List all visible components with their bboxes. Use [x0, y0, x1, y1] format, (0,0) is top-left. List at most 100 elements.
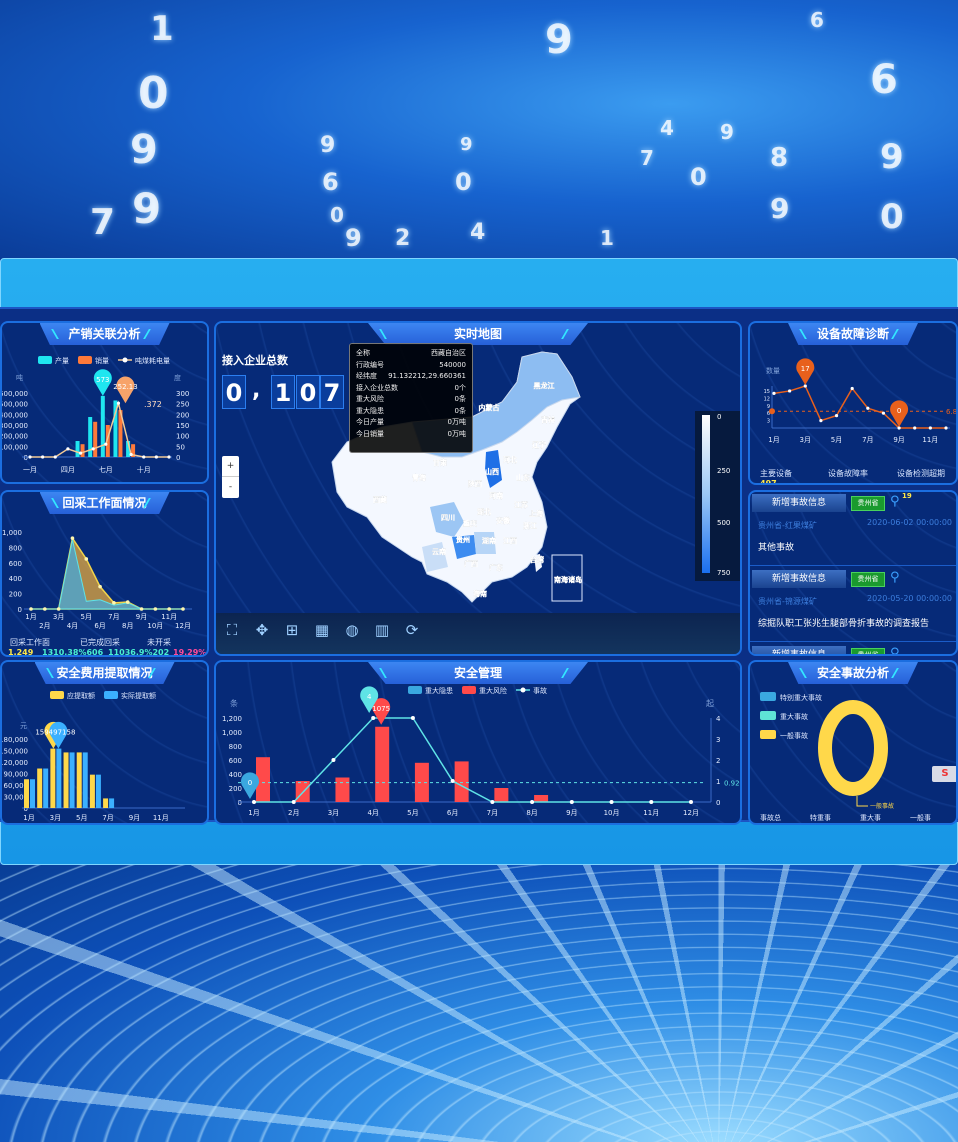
tooltip-key: 经纬度 [356, 372, 377, 380]
province-taiwan [534, 554, 542, 572]
bar-required [24, 779, 29, 808]
province-label[interactable]: 四川 [441, 514, 455, 522]
legend-swatch [760, 730, 776, 739]
area-series-1 [31, 536, 183, 610]
province-label[interactable]: 吉林 [541, 415, 556, 424]
province-label[interactable]: 湖北 [477, 507, 491, 516]
fullscreen-icon[interactable]: ⛶ [226, 621, 238, 639]
province-label[interactable]: 湖南 [482, 536, 496, 545]
expand-icon[interactable]: ✥ [255, 621, 269, 639]
y-tick-label: 180,000 [2, 736, 28, 744]
location-pin-icon[interactable]: ⚲ [890, 646, 900, 656]
province-label[interactable]: 辽宁 [532, 440, 546, 449]
map-tooltip: 全称 西藏自治区 行政编号 540000 经纬度 91.132212,29.660361 接… [349, 343, 473, 453]
location-pin-icon[interactable]: ⚲ [890, 494, 900, 509]
province-label[interactable]: 河南 [489, 491, 503, 500]
area-point [70, 536, 75, 540]
collapse-icon[interactable]: ⊞ [285, 621, 299, 639]
globe-icon[interactable]: ◍ [345, 621, 359, 639]
line-point [291, 800, 296, 804]
location-pin-icon[interactable]: ⚲ [890, 570, 900, 585]
province-label[interactable]: 浙江 [523, 521, 537, 530]
province-label[interactable]: 上海 [529, 509, 543, 518]
area-point [84, 557, 89, 561]
province-label[interactable]: 安徽 [496, 516, 511, 525]
line-point [129, 452, 133, 457]
province-label[interactable]: 陕西 [468, 479, 482, 488]
new-accident-button[interactable]: 新增事故信息 [752, 646, 846, 654]
line-point [490, 800, 495, 804]
tooltip-row: 行政编号 540000 [356, 360, 466, 372]
province-label[interactable]: 山东 [516, 473, 530, 482]
province-label[interactable]: 云南 [432, 547, 446, 556]
province-label[interactable]: 山西 [485, 467, 499, 476]
y-tick-label: 100,000 [2, 443, 28, 451]
line-point [788, 389, 792, 393]
province-label[interactable]: 广西 [464, 559, 478, 568]
bar-required [76, 752, 82, 808]
province-label[interactable]: 甘肃 [433, 458, 447, 467]
accident-item[interactable]: 新增事故信息 贵州省 ⚲ 贵州省-锦源煤矿 2020-05-20 00:00:00 综掘队… [750, 568, 956, 642]
tooltip-row: 今日销量 0万吨 [356, 429, 466, 441]
y-tick-label: 0 [238, 799, 242, 807]
new-accident-button[interactable]: 新增事故信息 [752, 570, 846, 588]
building-icon[interactable]: ▥ [374, 621, 390, 639]
scale-label: 0 [717, 413, 722, 421]
average-label: 0.92 [724, 780, 740, 788]
map-layer-icon[interactable]: ▦ [314, 621, 330, 639]
province-label[interactable]: 江苏 [514, 500, 528, 509]
counter-digit: 7 [320, 375, 344, 409]
bar-major-risk [375, 726, 390, 802]
province-label[interactable]: 广东 [489, 563, 503, 572]
line-point [450, 779, 455, 783]
line-point [410, 716, 415, 720]
province-label[interactable]: 内蒙古 [478, 403, 500, 412]
province-label[interactable]: 江西 [503, 536, 517, 545]
tooltip-row: 经纬度 91.132212,29.660361 [356, 371, 466, 383]
new-accident-button[interactable]: 新增事故信息 [752, 494, 846, 512]
province-label[interactable]: 贵州 [456, 535, 470, 544]
counter-separator: , [252, 378, 261, 403]
background-digit: 9 [460, 134, 473, 155]
axis-unit: 吨 [16, 373, 23, 382]
x-tick-label: 4月 [367, 809, 378, 817]
input-method-icon[interactable]: S [932, 766, 956, 782]
zoom-in-button[interactable]: + [222, 456, 239, 477]
bar-actual [109, 798, 115, 808]
province-label[interactable]: 青海 [412, 473, 426, 482]
province-tag[interactable]: 贵州省 [851, 572, 885, 587]
donut-label-line [856, 796, 868, 807]
y-tick-label: 150,000 [2, 748, 28, 756]
accident-time: 2020-06-02 00:00:00 [867, 518, 952, 527]
refresh-icon[interactable]: ⟳ [405, 621, 419, 639]
province-label[interactable]: 台湾 [530, 555, 544, 564]
province-label[interactable]: 南海诸岛 [554, 575, 582, 584]
province-label[interactable]: 西藏 [373, 495, 387, 504]
province-label[interactable]: 海南 [473, 589, 487, 598]
province-tag[interactable]: 贵州省 [851, 496, 885, 511]
line-point [649, 800, 654, 804]
zoom-out-button[interactable]: - [228, 482, 233, 492]
x-tick-label: 9月 [893, 436, 904, 444]
accident-item[interactable]: 新增事故信息 贵州省 ⚲ [750, 644, 956, 656]
accident-description[interactable]: 其他事故 [758, 543, 795, 553]
accident-source: 贵州省-红果煤矿 [758, 521, 817, 530]
panel-title: 实时地图 [368, 323, 588, 345]
province-tag[interactable]: 贵州省 [851, 648, 885, 654]
background-digit: 0 [330, 203, 344, 227]
y-tick-label: 50 [176, 443, 185, 451]
province-label[interactable]: 黑龙江 [533, 381, 555, 390]
panel-device-fault: 设备故障诊断 数量 3 6 9 12 15 6.8 1月 3月 5月 7月 9月 11月 17 0 主要设备… [748, 321, 958, 485]
accident-description[interactable]: 综掘队职工张兆生腿部骨折事故的调查报告 [758, 619, 930, 629]
province-label[interactable]: 河北 [503, 455, 517, 464]
y-tick-label: 15 [764, 389, 770, 395]
accident-item[interactable]: 新增事故信息 贵州省 ⚲ 贵州省-红果煤矿 2020-06-02 00:00:00 其他事… [750, 492, 956, 566]
line-point [569, 800, 574, 804]
x-tick-label: 5月 [81, 613, 92, 621]
province-label[interactable]: 重庆 [463, 519, 477, 528]
area-point [43, 607, 47, 611]
y-tick-label: 3 [767, 419, 770, 425]
marker-pin [241, 772, 259, 799]
